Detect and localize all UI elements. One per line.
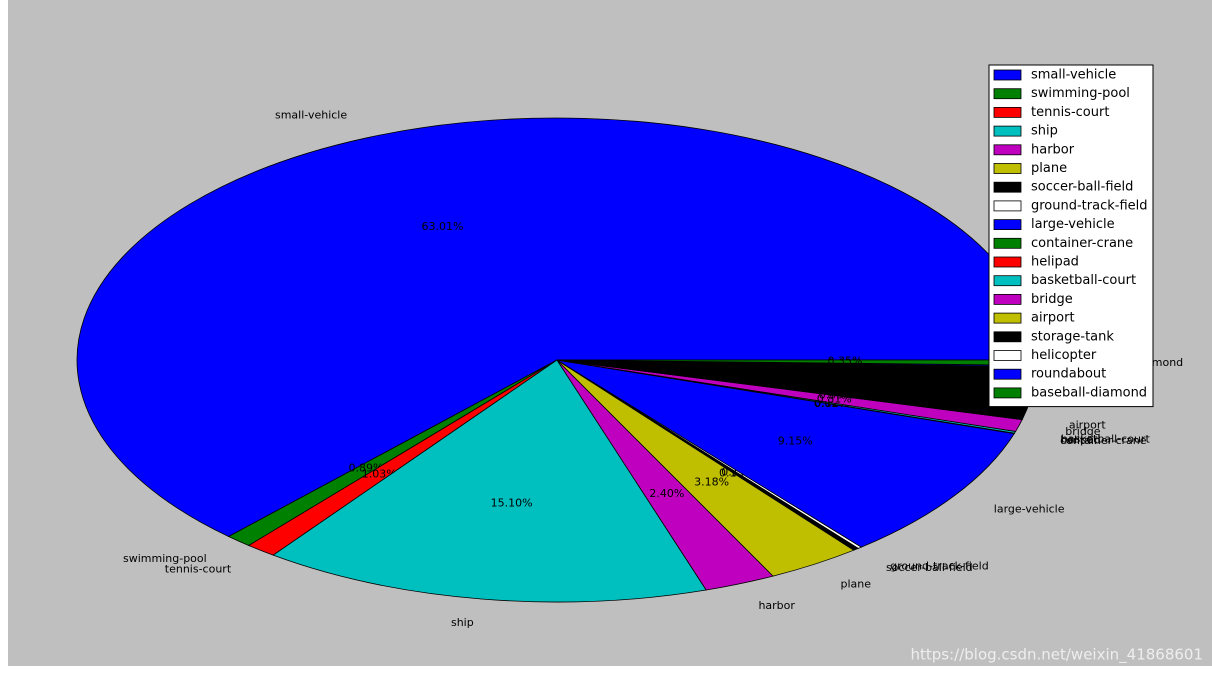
legend-swatch bbox=[993, 312, 1022, 324]
slice-label: ground-track-field bbox=[890, 560, 989, 573]
legend-swatch bbox=[993, 293, 1022, 305]
percent-label: 9.15% bbox=[778, 435, 813, 448]
legend-label: plane bbox=[1031, 161, 1067, 176]
legend-label: storage-tank bbox=[1031, 329, 1114, 344]
legend-swatch bbox=[993, 69, 1022, 81]
legend-swatch bbox=[993, 275, 1022, 287]
pie: small-vehicle63.01%swimming-pool0.89%ten… bbox=[76, 109, 1183, 629]
legend-label: helicopter bbox=[1031, 348, 1097, 363]
legend-swatch bbox=[993, 107, 1022, 118]
pie-slice bbox=[272, 359, 707, 603]
slice-label: airport bbox=[1069, 418, 1107, 431]
margin bbox=[0, 0, 8, 674]
percent-label: 0.35% bbox=[828, 355, 863, 368]
legend-label: harbor bbox=[1031, 142, 1075, 157]
legend-swatch bbox=[993, 125, 1022, 137]
legend-swatch bbox=[993, 256, 1022, 268]
legend-label: helipad bbox=[1031, 255, 1079, 270]
legend-label: ship bbox=[1031, 124, 1058, 139]
percent-label: 2.40% bbox=[649, 487, 684, 500]
slice-label: small-vehicle bbox=[275, 109, 347, 122]
slice-label: bridge bbox=[1065, 425, 1101, 438]
slice-label: swimming-pool bbox=[123, 552, 207, 565]
legend-swatch bbox=[993, 144, 1022, 156]
legend-label: small-vehicle bbox=[1031, 68, 1116, 83]
percent-label: 3.18% bbox=[694, 475, 729, 488]
percent-label: 63.01% bbox=[422, 220, 464, 233]
percent-label: 15.10% bbox=[491, 496, 533, 509]
slice-label: plane bbox=[840, 578, 871, 591]
legend-label: soccer-ball-field bbox=[1031, 180, 1133, 195]
slice-label: ship bbox=[451, 616, 474, 629]
legend-swatch bbox=[993, 219, 1022, 231]
legend-swatch bbox=[993, 387, 1022, 399]
legend-label: ground-track-field bbox=[1031, 198, 1148, 213]
slice-label: container-crane bbox=[1060, 434, 1147, 447]
legend-swatch bbox=[993, 181, 1022, 193]
legend-swatch bbox=[993, 368, 1022, 380]
legend-label: container-crane bbox=[1031, 236, 1133, 251]
legend-label: bridge bbox=[1031, 292, 1073, 307]
percent-label: 3.43% bbox=[825, 373, 860, 386]
legend-label: swimming-pool bbox=[1031, 86, 1130, 101]
slice-label: basketball-court bbox=[1061, 433, 1151, 446]
legend-box bbox=[988, 64, 1154, 408]
legend-swatch bbox=[993, 331, 1022, 343]
legend-swatch bbox=[993, 350, 1022, 361]
legend-label: tennis-court bbox=[1031, 105, 1109, 120]
legend-label: airport bbox=[1031, 311, 1075, 326]
pie-slice bbox=[76, 117, 1038, 537]
legend-swatch bbox=[993, 200, 1022, 212]
legend-label: baseball-diamond bbox=[1031, 385, 1147, 400]
watermark: https://blog.csdn.net/weixin_41868601 bbox=[910, 646, 1203, 665]
legend-swatch bbox=[993, 88, 1022, 100]
legend-label: large-vehicle bbox=[1031, 217, 1115, 232]
slice-label: soccer-ball-field bbox=[886, 561, 973, 574]
legend-label: basketball-court bbox=[1031, 273, 1136, 288]
legend-swatch bbox=[993, 163, 1022, 174]
slice-label: tennis-court bbox=[165, 562, 232, 575]
pie-slice bbox=[556, 359, 1015, 548]
slice-label: helipad bbox=[1060, 434, 1101, 447]
slice-label: harbor bbox=[758, 599, 795, 612]
legend-swatch bbox=[993, 237, 1022, 249]
slice-label: large-vehicle bbox=[994, 503, 1065, 516]
legend: small-vehicle swimming-pool tennis-court sh… bbox=[988, 64, 1154, 408]
legend-label: roundabout bbox=[1031, 367, 1106, 382]
